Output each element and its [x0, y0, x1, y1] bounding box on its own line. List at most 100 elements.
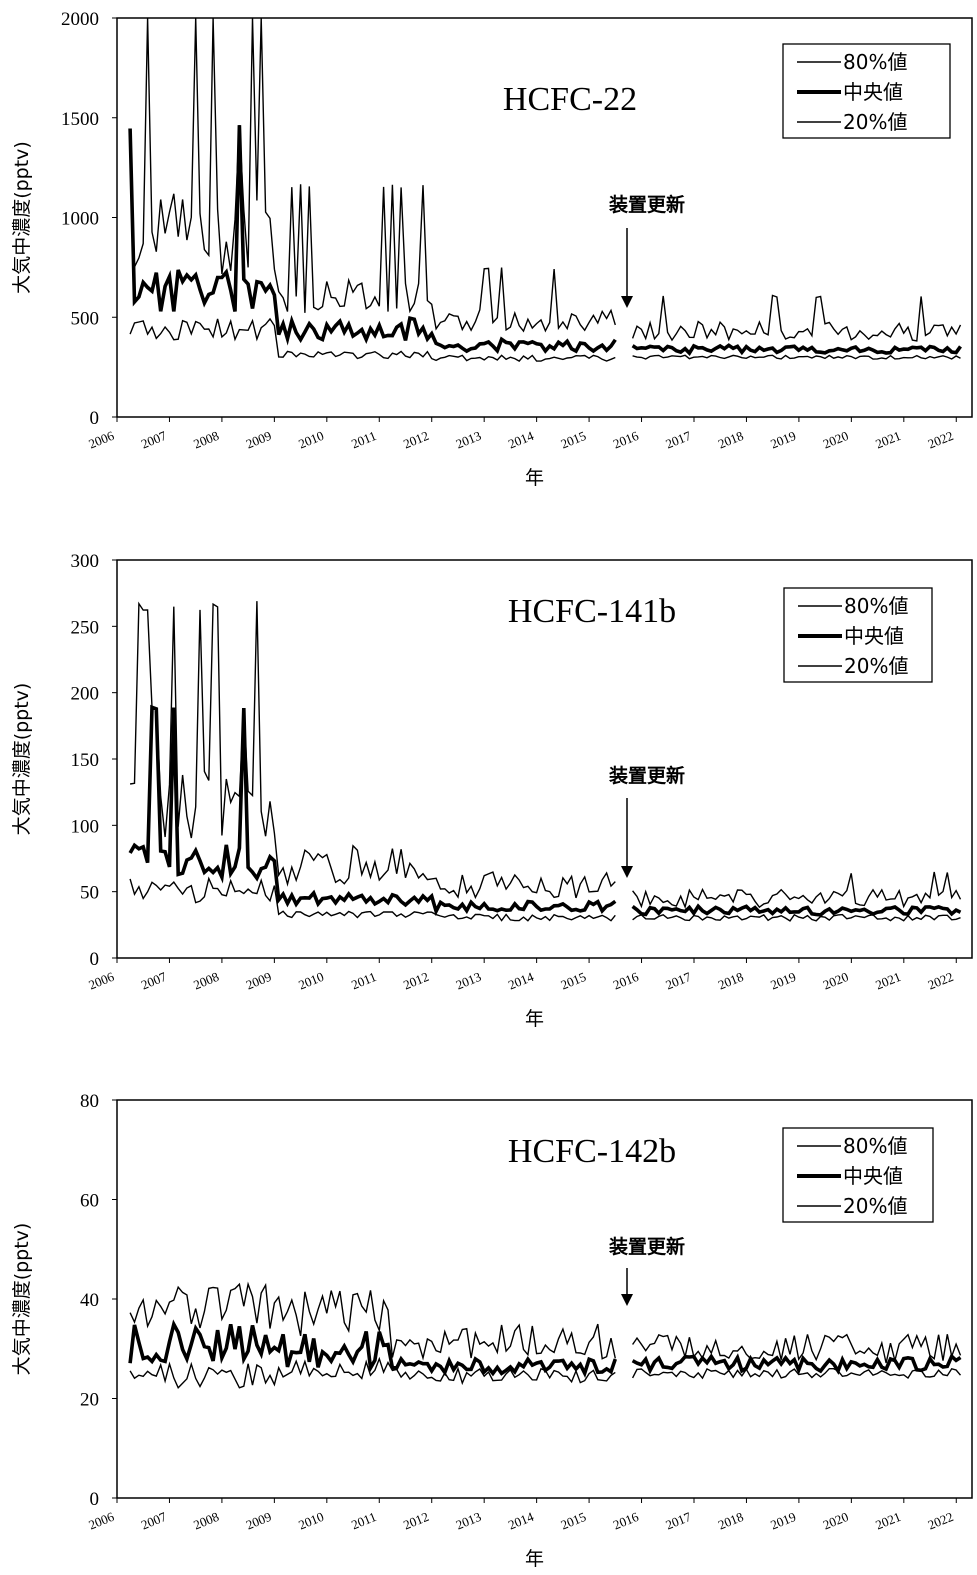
legend-label: 20%値 [843, 1194, 907, 1218]
x-tick-label: 2018 [716, 1509, 746, 1533]
x-tick-label: 2011 [349, 428, 378, 451]
y-axis-label: 大気中濃度(pptv) [11, 1223, 33, 1376]
series-80pct-line [129, 601, 616, 900]
y-tick-label: 500 [71, 308, 100, 329]
x-tick-label: 2016 [611, 969, 641, 993]
legend-label: 中央値 [843, 80, 903, 104]
chart-title: HCFC-22 [503, 81, 637, 118]
x-tick-label: 2009 [244, 428, 274, 452]
x-tick-label: 2006 [86, 969, 116, 993]
x-tick-label: 2012 [401, 1509, 431, 1533]
series-median-line [631, 1353, 962, 1375]
x-tick-label: 2022 [926, 969, 956, 993]
series-20pct-line [632, 913, 961, 922]
series-80pct-line [129, 18, 616, 333]
y-tick-label: 1500 [61, 109, 99, 130]
x-tick-label: 2006 [86, 428, 116, 452]
x-tick-label: 2021 [873, 1509, 903, 1533]
y-tick-label: 1000 [61, 209, 99, 230]
x-tick-label: 2017 [663, 969, 693, 993]
series-median-line [631, 343, 962, 357]
x-tick-label: 2021 [873, 969, 903, 993]
series-median-line [128, 704, 617, 917]
x-tick-label: 2009 [244, 969, 274, 993]
y-tick-label: 60 [80, 1191, 99, 1212]
y-tick-label: 0 [90, 1489, 100, 1510]
series-median-line [128, 1319, 618, 1378]
plot-area [128, 601, 962, 922]
x-tick-label: 2016 [611, 428, 641, 452]
legend-label: 20%値 [844, 654, 908, 678]
y-tick-label: 50 [80, 883, 99, 904]
plot-area [128, 18, 962, 362]
x-tick-label: 2020 [821, 428, 851, 452]
legend-label: 80%値 [843, 1134, 907, 1158]
x-tick-label: 2010 [296, 969, 326, 993]
x-axis-label: 年 [525, 467, 544, 489]
x-tick-label: 2021 [873, 428, 903, 452]
x-tick-label: 2006 [86, 1509, 116, 1533]
y-tick-label: 20 [80, 1390, 99, 1411]
y-tick-label: 150 [71, 750, 100, 771]
series-20pct-line [632, 354, 961, 360]
series-20pct-line [129, 1356, 616, 1390]
series-80pct-line [632, 1333, 962, 1364]
x-tick-label: 2016 [611, 1509, 641, 1533]
arrow-head-icon [621, 1294, 633, 1306]
x-tick-label: 2022 [926, 1509, 956, 1533]
x-tick-label: 2014 [506, 969, 536, 993]
y-tick-label: 0 [90, 949, 100, 970]
series-80pct-line [631, 294, 962, 342]
legend-label: 中央値 [844, 624, 904, 648]
annotation-label: 装置更新 [608, 1235, 685, 1258]
y-tick-label: 300 [71, 551, 100, 572]
x-tick-label: 2019 [768, 1509, 798, 1533]
x-tick-label: 2019 [768, 969, 798, 993]
x-tick-label: 2020 [821, 969, 851, 993]
x-tick-label: 2010 [296, 428, 326, 452]
annotation-label: 装置更新 [608, 193, 685, 216]
x-tick-label: 2013 [454, 969, 484, 993]
y-axis-label: 大気中濃度(pptv) [11, 683, 33, 836]
x-tick-label: 2017 [663, 428, 693, 452]
legend-label: 80%値 [843, 50, 907, 74]
x-tick-label: 2007 [139, 969, 169, 993]
series-median-line [631, 903, 962, 917]
y-tick-label: 2000 [61, 9, 99, 30]
x-axis-label: 年 [525, 1008, 544, 1030]
chart-title: HCFC-141b [508, 593, 676, 630]
x-axis-label: 年 [525, 1548, 544, 1570]
x-tick-label: 2017 [663, 1509, 693, 1533]
series-20pct-line [129, 317, 616, 362]
annotation-label: 装置更新 [608, 764, 685, 787]
x-tick-label: 2015 [558, 969, 588, 993]
x-tick-label: 2011 [349, 1509, 378, 1532]
x-tick-label: 2014 [506, 1509, 536, 1533]
legend-label: 中央値 [843, 1164, 903, 1188]
x-tick-label: 2020 [821, 1509, 851, 1533]
x-tick-label: 2018 [716, 428, 746, 452]
series-80pct-line [129, 1281, 616, 1361]
chart-title: HCFC-142b [508, 1133, 676, 1170]
legend-label: 80%値 [844, 594, 908, 618]
chart-panel-0: 0 500 1000 1500 2000 2006 2007 2008 2009 2010 2011… [11, 9, 973, 489]
x-tick-label: 2019 [768, 428, 798, 452]
x-tick-label: 2012 [401, 969, 431, 993]
x-tick-label: 2009 [244, 1509, 274, 1533]
x-tick-label: 2018 [716, 969, 746, 993]
x-tick-label: 2015 [558, 428, 588, 452]
y-tick-label: 40 [80, 1290, 99, 1311]
x-tick-label: 2022 [926, 428, 956, 452]
x-tick-label: 2010 [296, 1509, 326, 1533]
x-tick-label: 2012 [401, 428, 431, 452]
plot-area [128, 1281, 962, 1390]
y-tick-label: 200 [71, 684, 100, 705]
y-tick-label: 0 [90, 408, 100, 429]
x-tick-label: 2007 [139, 428, 169, 452]
x-tick-label: 2013 [454, 1509, 484, 1533]
x-tick-label: 2015 [558, 1509, 588, 1533]
series-20pct-line [631, 1367, 962, 1380]
x-tick-label: 2014 [506, 428, 536, 452]
arrow-head-icon [621, 866, 633, 878]
